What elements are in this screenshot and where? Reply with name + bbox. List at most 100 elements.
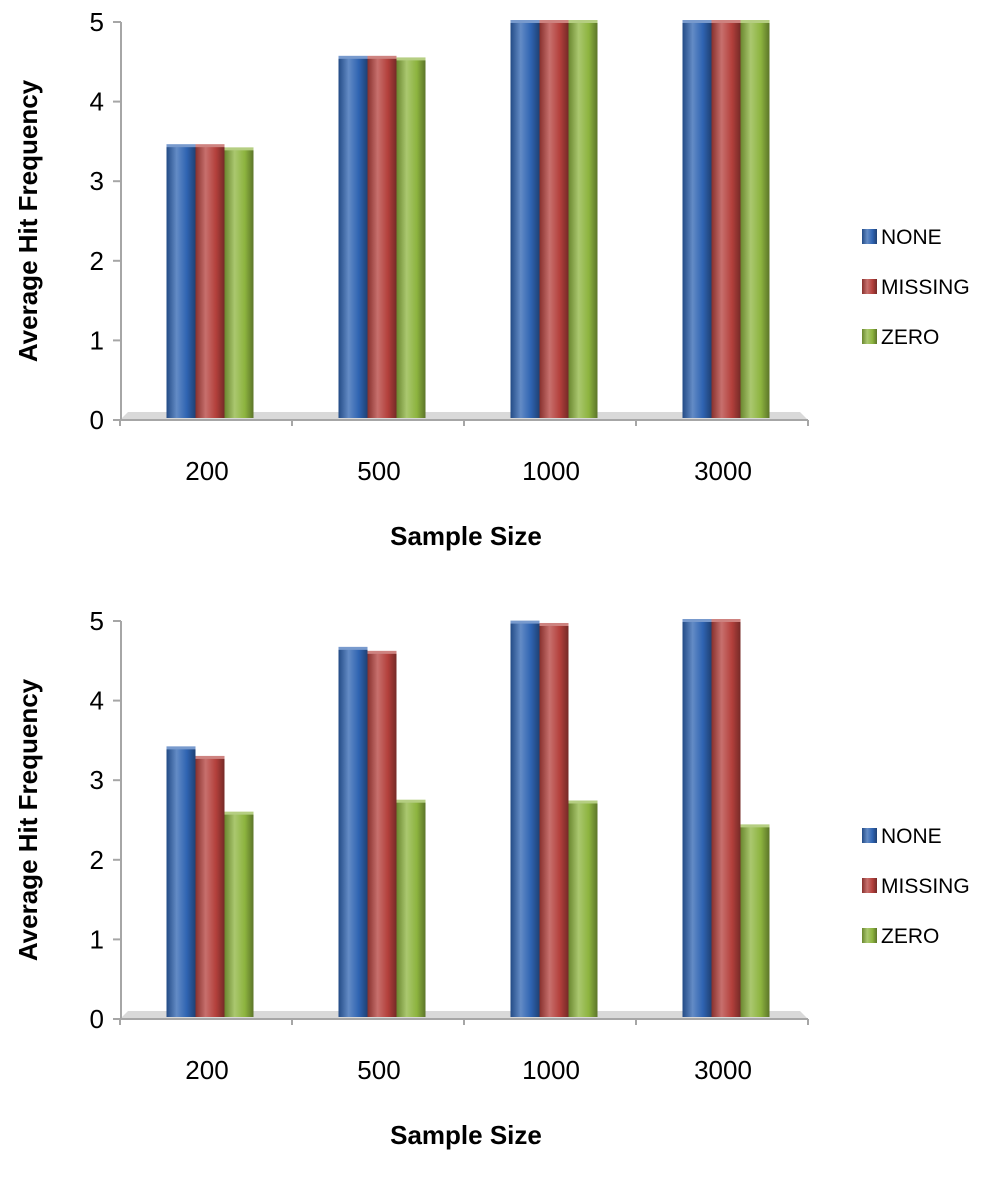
bar-top-zero-200 bbox=[224, 811, 254, 815]
legend-label: NONE bbox=[881, 226, 942, 249]
bar-none-500 bbox=[338, 57, 368, 418]
bars bbox=[166, 20, 770, 419]
bar-none-3000 bbox=[682, 621, 712, 1017]
bar-none-1000 bbox=[510, 622, 540, 1017]
bars bbox=[166, 619, 770, 1017]
bar-top-none-500 bbox=[338, 55, 368, 59]
legend-item-zero: ZERO bbox=[862, 326, 939, 349]
bar-top-none-200 bbox=[166, 746, 196, 750]
axes: 0 1 2 3 4 5 bbox=[90, 7, 809, 435]
bar-zero-1000 bbox=[568, 22, 598, 418]
x-axis-title: Sample Size bbox=[390, 1120, 542, 1150]
bar-missing-3000 bbox=[711, 621, 741, 1017]
legend: NONE MISSING ZERO bbox=[862, 226, 970, 349]
bar-missing-3000 bbox=[711, 22, 741, 418]
bar-zero-3000 bbox=[740, 22, 770, 418]
legend-item-zero: ZERO bbox=[862, 925, 939, 948]
x-tick-label: 1000 bbox=[522, 1055, 580, 1085]
y-tick-label: 4 bbox=[90, 686, 104, 716]
x-axis-title: Sample Size bbox=[390, 521, 542, 551]
legend-label: ZERO bbox=[881, 925, 939, 948]
chart-floor bbox=[120, 1011, 808, 1019]
bar-top-missing-200 bbox=[195, 755, 225, 759]
legend-item-none: NONE bbox=[862, 825, 942, 848]
bar-zero-200 bbox=[224, 813, 254, 1017]
bar-zero-200 bbox=[224, 149, 254, 419]
chart-floor bbox=[120, 412, 808, 420]
legend: NONE MISSING ZERO bbox=[862, 825, 970, 948]
y-tick-label: 2 bbox=[90, 246, 104, 276]
bar-top-missing-1000 bbox=[539, 622, 569, 626]
x-tick-label: 3000 bbox=[694, 456, 752, 486]
bar-top-none-200 bbox=[166, 144, 196, 148]
legend-label: NONE bbox=[881, 825, 942, 848]
bar-top-zero-500 bbox=[396, 57, 426, 61]
y-axis-title: Average Hit Frequency bbox=[13, 79, 43, 362]
axes: 0 1 2 3 4 5 bbox=[90, 606, 809, 1034]
x-tick-label: 3000 bbox=[694, 1055, 752, 1085]
bar-top-missing-500 bbox=[367, 650, 397, 654]
y-tick-label: 5 bbox=[90, 7, 104, 37]
x-tick-label: 200 bbox=[185, 1055, 228, 1085]
legend-item-missing: MISSING bbox=[862, 276, 970, 299]
bar-top-missing-1000 bbox=[539, 20, 569, 23]
bar-chart-top: 0 1 2 3 4 5 200 500 1000 3000 Sample Size Average H… bbox=[13, 7, 970, 551]
bar-missing-1000 bbox=[539, 22, 569, 418]
legend-label: MISSING bbox=[881, 276, 970, 299]
bar-none-200 bbox=[166, 146, 196, 418]
bar-top-none-1000 bbox=[510, 20, 540, 23]
legend-swatch bbox=[862, 928, 877, 943]
bar-top-missing-200 bbox=[195, 144, 225, 148]
x-tick-label: 500 bbox=[357, 456, 400, 486]
bar-top-none-500 bbox=[338, 646, 368, 650]
bar-missing-200 bbox=[195, 146, 225, 418]
x-tick-label: 500 bbox=[357, 1055, 400, 1085]
x-tick-label: 1000 bbox=[522, 456, 580, 486]
bar-none-500 bbox=[338, 648, 368, 1017]
bar-top-zero-200 bbox=[224, 147, 254, 151]
bar-missing-500 bbox=[367, 57, 397, 418]
bar-top-zero-3000 bbox=[740, 20, 770, 23]
y-tick-label: 1 bbox=[90, 325, 104, 355]
y-tick-label: 5 bbox=[90, 606, 104, 636]
legend-swatch bbox=[862, 828, 877, 843]
bar-top-none-1000 bbox=[510, 620, 540, 624]
y-tick-label: 1 bbox=[90, 924, 104, 954]
y-tick-label: 0 bbox=[90, 1004, 104, 1034]
y-tick-label: 0 bbox=[90, 405, 104, 435]
legend-item-none: NONE bbox=[862, 226, 942, 249]
bar-top-none-3000 bbox=[682, 619, 712, 622]
y-axis-title: Average Hit Frequency bbox=[13, 678, 43, 961]
legend-swatch bbox=[862, 279, 877, 294]
bar-missing-500 bbox=[367, 652, 397, 1017]
y-tick-label: 3 bbox=[90, 166, 104, 196]
bar-zero-1000 bbox=[568, 802, 598, 1017]
legend-swatch bbox=[862, 878, 877, 893]
y-tick-label: 2 bbox=[90, 845, 104, 875]
bar-top-zero-500 bbox=[396, 799, 426, 803]
legend-item-missing: MISSING bbox=[862, 875, 970, 898]
bar-top-zero-1000 bbox=[568, 800, 598, 804]
legend-swatch bbox=[862, 329, 877, 344]
bar-missing-200 bbox=[195, 757, 225, 1017]
bar-zero-500 bbox=[396, 801, 426, 1017]
bar-missing-1000 bbox=[539, 624, 569, 1017]
x-tick-label: 200 bbox=[185, 456, 228, 486]
bar-top-zero-1000 bbox=[568, 20, 598, 23]
legend-label: MISSING bbox=[881, 875, 970, 898]
bar-none-1000 bbox=[510, 22, 540, 418]
legend-label: ZERO bbox=[881, 326, 939, 349]
bar-none-3000 bbox=[682, 22, 712, 418]
bar-none-200 bbox=[166, 748, 196, 1017]
bar-zero-500 bbox=[396, 59, 426, 419]
bar-top-missing-500 bbox=[367, 55, 397, 59]
legend-swatch bbox=[862, 229, 877, 244]
bar-zero-3000 bbox=[740, 826, 770, 1017]
bar-chart-bottom: 0 1 2 3 4 5 200 500 1000 3000 Sample Size Average H… bbox=[13, 606, 970, 1150]
bar-top-missing-3000 bbox=[711, 619, 741, 622]
bar-top-missing-3000 bbox=[711, 20, 741, 23]
bar-top-zero-3000 bbox=[740, 824, 770, 828]
y-tick-label: 4 bbox=[90, 87, 104, 117]
bar-top-none-3000 bbox=[682, 20, 712, 23]
